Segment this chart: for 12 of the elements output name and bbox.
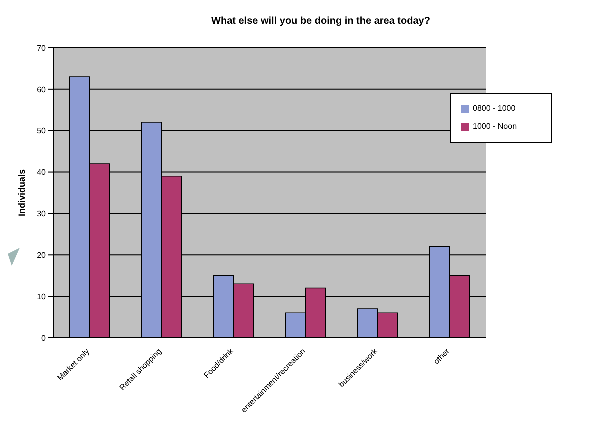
y-tick-label: 30: [37, 210, 47, 219]
y-tick-label: 0: [42, 334, 47, 343]
y-axis-title: Individuals: [17, 169, 28, 217]
y-tick-label: 50: [37, 126, 47, 136]
y-tick-label: 10: [37, 292, 47, 302]
chart-title: What else will you be doing in the area today?: [210, 16, 432, 27]
y-tick-label: 40: [37, 168, 47, 178]
y-tick-label: 20: [37, 250, 47, 260]
y-tick-label: 70: [37, 44, 47, 53]
y-tick-label: 60: [37, 85, 47, 94]
legend-label: 0800 - 1000: [473, 104, 516, 113]
legend-label: 1000 - Noon: [473, 122, 518, 131]
